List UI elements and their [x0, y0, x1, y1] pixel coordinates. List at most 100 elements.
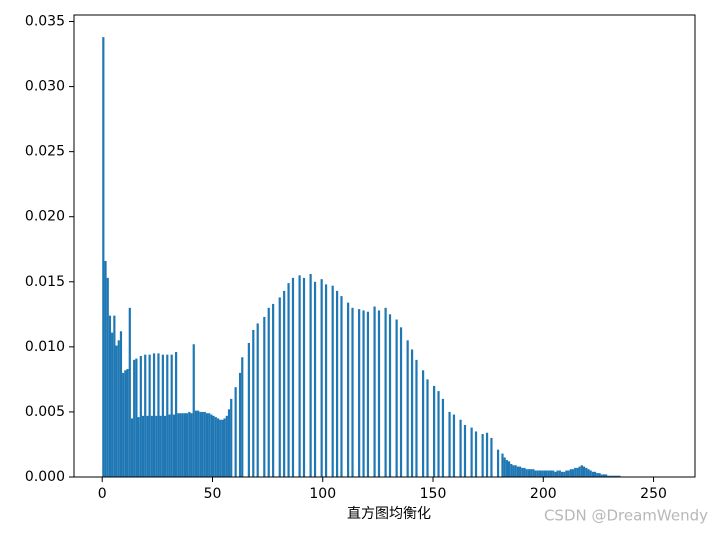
bar: [188, 411, 191, 477]
bar: [197, 410, 200, 477]
bar: [485, 432, 489, 477]
bar: [560, 471, 564, 477]
bar: [507, 461, 511, 477]
bar: [576, 467, 579, 477]
bar: [543, 470, 546, 477]
bar: [580, 465, 583, 477]
x-tick-label: 200: [530, 486, 557, 502]
bar: [155, 415, 158, 477]
y-tick-label: 0.035: [25, 14, 65, 30]
x-tick-label: 250: [640, 486, 667, 502]
bar: [247, 342, 250, 477]
bar: [172, 414, 176, 477]
bar: [565, 470, 568, 477]
bar: [578, 466, 581, 477]
bar: [168, 414, 171, 477]
bar: [514, 465, 517, 477]
bar: [448, 411, 451, 477]
bar: [102, 37, 105, 478]
bar: [547, 470, 550, 477]
bar: [459, 419, 462, 477]
y-tick-label: 0.010: [25, 339, 65, 355]
bar: [410, 349, 414, 477]
bar: [291, 277, 295, 477]
bar: [234, 387, 237, 477]
bar: [137, 417, 140, 477]
bar: [163, 415, 167, 477]
bar: [505, 460, 508, 477]
bar: [278, 297, 281, 477]
bar: [611, 475, 614, 477]
bar: [441, 398, 445, 477]
bar: [186, 413, 189, 477]
bar: [426, 379, 429, 477]
bar: [302, 277, 306, 477]
y-tick-label: 0.020: [25, 209, 65, 225]
bar: [552, 470, 555, 477]
bar: [179, 413, 182, 477]
x-tick-label: 0: [98, 486, 107, 502]
bar: [104, 260, 107, 477]
bar: [532, 469, 535, 477]
bar: [170, 354, 173, 477]
bar: [124, 370, 127, 477]
bar: [536, 470, 539, 477]
bar: [463, 424, 467, 477]
bar: [569, 469, 572, 477]
bar: [362, 310, 365, 477]
bar: [227, 409, 231, 477]
bar: [157, 353, 160, 477]
bar: [596, 473, 599, 477]
bar: [175, 352, 178, 477]
bar: [111, 332, 114, 477]
bar: [503, 457, 506, 477]
bar: [525, 469, 528, 477]
bar: [208, 413, 211, 477]
bar: [388, 314, 392, 477]
bar: [437, 391, 440, 477]
bar: [335, 290, 339, 477]
y-tick-label: 0.005: [25, 404, 65, 420]
bar: [152, 353, 156, 477]
bar: [205, 413, 209, 477]
bar: [267, 307, 270, 477]
bar: [496, 449, 500, 477]
bar: [384, 307, 387, 477]
bar: [108, 315, 112, 477]
x-axis-label: 直方图均衡化: [347, 505, 431, 522]
bar: [263, 316, 266, 477]
bar: [225, 415, 228, 477]
bar: [545, 470, 548, 477]
bar: [214, 417, 217, 477]
bar: [309, 273, 312, 477]
bar: [219, 419, 222, 477]
bar: [481, 434, 484, 477]
bar: [130, 418, 134, 477]
bar: [527, 469, 531, 477]
y-tick-label: 0.030: [25, 79, 65, 95]
bar: [421, 370, 425, 477]
bar: [146, 415, 149, 477]
bar: [406, 340, 409, 477]
bar: [133, 359, 136, 477]
bar: [166, 354, 169, 477]
bar: [199, 411, 202, 477]
bar: [521, 467, 524, 477]
bar: [598, 473, 601, 477]
bar: [607, 475, 610, 477]
y-tick-label: 0.025: [25, 144, 65, 160]
bar: [582, 466, 586, 477]
bar: [203, 411, 206, 477]
y-tick-label: 0.015: [25, 274, 65, 290]
bar: [128, 307, 131, 477]
bar: [516, 466, 520, 477]
bar: [574, 467, 577, 477]
bar: [221, 419, 224, 477]
bar: [212, 415, 215, 477]
bar: [593, 471, 597, 477]
bar: [433, 385, 436, 477]
bar: [141, 415, 145, 477]
bar: [415, 359, 418, 477]
bar: [567, 470, 570, 477]
bar: [256, 323, 259, 477]
